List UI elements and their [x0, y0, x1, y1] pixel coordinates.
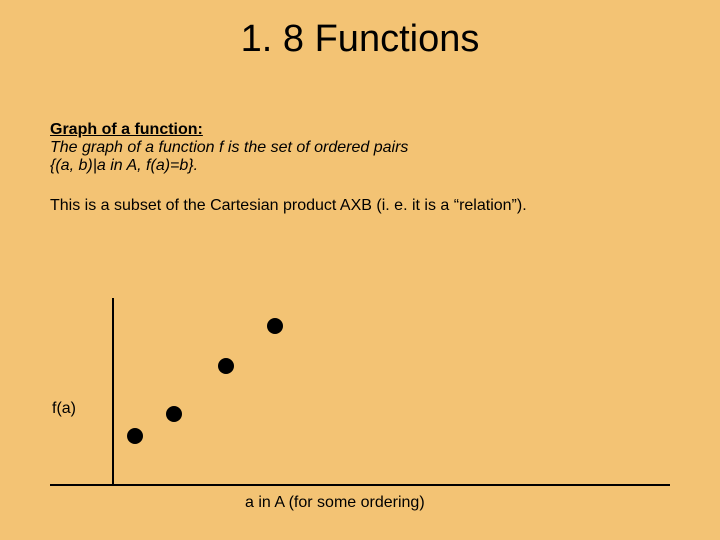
data-point — [127, 428, 143, 444]
y-axis-label: f(a) — [52, 400, 76, 418]
definition-line-1: The graph of a function f is the set of … — [50, 139, 680, 157]
x-axis-label: a in A (for some ordering) — [245, 494, 425, 512]
definition-heading: Graph of a function: — [50, 121, 680, 139]
data-point — [166, 406, 182, 422]
y-axis — [112, 298, 114, 486]
function-graph: f(a) a in A (for some ordering) — [50, 298, 670, 518]
x-axis — [50, 484, 670, 486]
data-point — [267, 318, 283, 334]
note-text: This is a subset of the Cartesian produc… — [50, 175, 680, 215]
slide-title: 1. 8 Functions — [0, 0, 720, 71]
definition-line-2: {(a, b)|a in A, f(a)=b}. — [50, 157, 680, 175]
content-block: Graph of a function: The graph of a func… — [0, 71, 720, 215]
data-point — [218, 358, 234, 374]
